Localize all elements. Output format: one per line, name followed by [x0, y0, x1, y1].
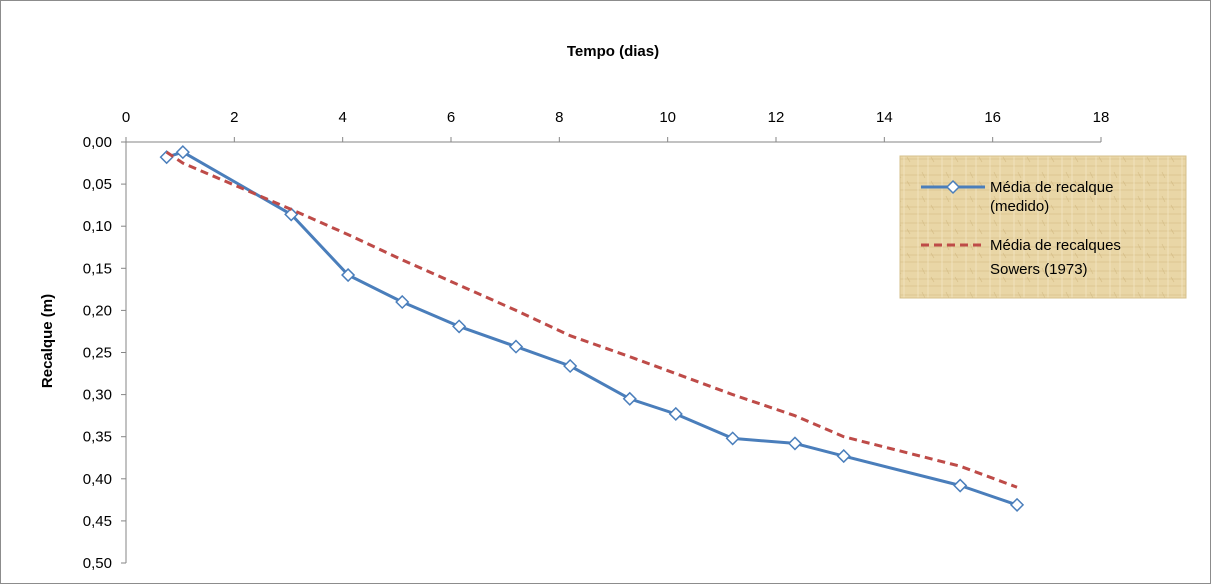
series-measured-point	[1009, 497, 1025, 512]
y-tick-label: 0,00	[83, 134, 112, 151]
tick-labels: 0 2 4 6 8 10 12 14 16 18 0,00 0,05 0,10 0,15 0,20 0,25 0…	[83, 109, 1110, 572]
legend-measured-label-line1: Média de recalque	[990, 179, 1113, 196]
x-tick-label: 14	[876, 109, 893, 126]
y-tick-label: 0,10	[83, 218, 112, 235]
series-measured-point	[668, 406, 683, 422]
y-tick-label: 0,35	[83, 429, 112, 446]
x-tick-label: 10	[659, 109, 676, 126]
x-tick-label: 8	[555, 109, 563, 126]
x-tick-label: 4	[338, 109, 346, 126]
legend: Média de recalque (medido) Média de reca…	[899, 155, 1187, 299]
series-measured-point	[622, 391, 637, 406]
x-tick-label: 2	[230, 109, 238, 126]
series-measured-point	[341, 267, 356, 283]
x-tick-label: 18	[1093, 109, 1110, 126]
y-tick-label: 0,50	[83, 555, 112, 572]
series-measured-point	[953, 478, 968, 493]
y-tick-label: 0,25	[83, 345, 112, 362]
y-tick-label: 0,40	[83, 471, 112, 488]
y-tick-label: 0,45	[83, 513, 112, 530]
x-tick-label: 16	[984, 109, 1001, 126]
series-measured-point	[787, 436, 803, 451]
x-tick-label: 12	[768, 109, 785, 126]
y-axis-title: Recalque (m)	[39, 294, 56, 388]
legend-sowers-label-line1: Média de recalques	[990, 237, 1121, 254]
legend-measured-label-line2: (medido)	[990, 198, 1049, 215]
series-sowers-line	[165, 150, 1018, 489]
x-axis-title: Tempo (dias)	[567, 43, 659, 60]
series-measured-point	[725, 431, 740, 446]
series-measured-point	[836, 449, 851, 464]
y-tick-label: 0,15	[83, 260, 112, 277]
series-measured-point	[395, 294, 410, 310]
legend-measured-marker	[945, 179, 961, 195]
legend-background	[899, 155, 1187, 299]
series-measured-point	[508, 339, 524, 354]
x-tick-label: 0	[122, 109, 130, 126]
series-measured-point	[284, 207, 299, 222]
series-measured-point	[175, 145, 190, 160]
series	[159, 145, 1025, 512]
series-measured-point	[563, 358, 578, 374]
x-tick-label: 6	[447, 109, 455, 126]
series-measured-point	[452, 319, 467, 334]
y-tick-label: 0,30	[83, 387, 112, 404]
y-tick-label: 0,20	[83, 302, 112, 319]
y-tick-label: 0,05	[83, 176, 112, 193]
legend-sowers-label-line2: Sowers (1973)	[990, 261, 1088, 278]
series-measured-line	[166, 150, 1018, 507]
axes	[121, 137, 1102, 564]
